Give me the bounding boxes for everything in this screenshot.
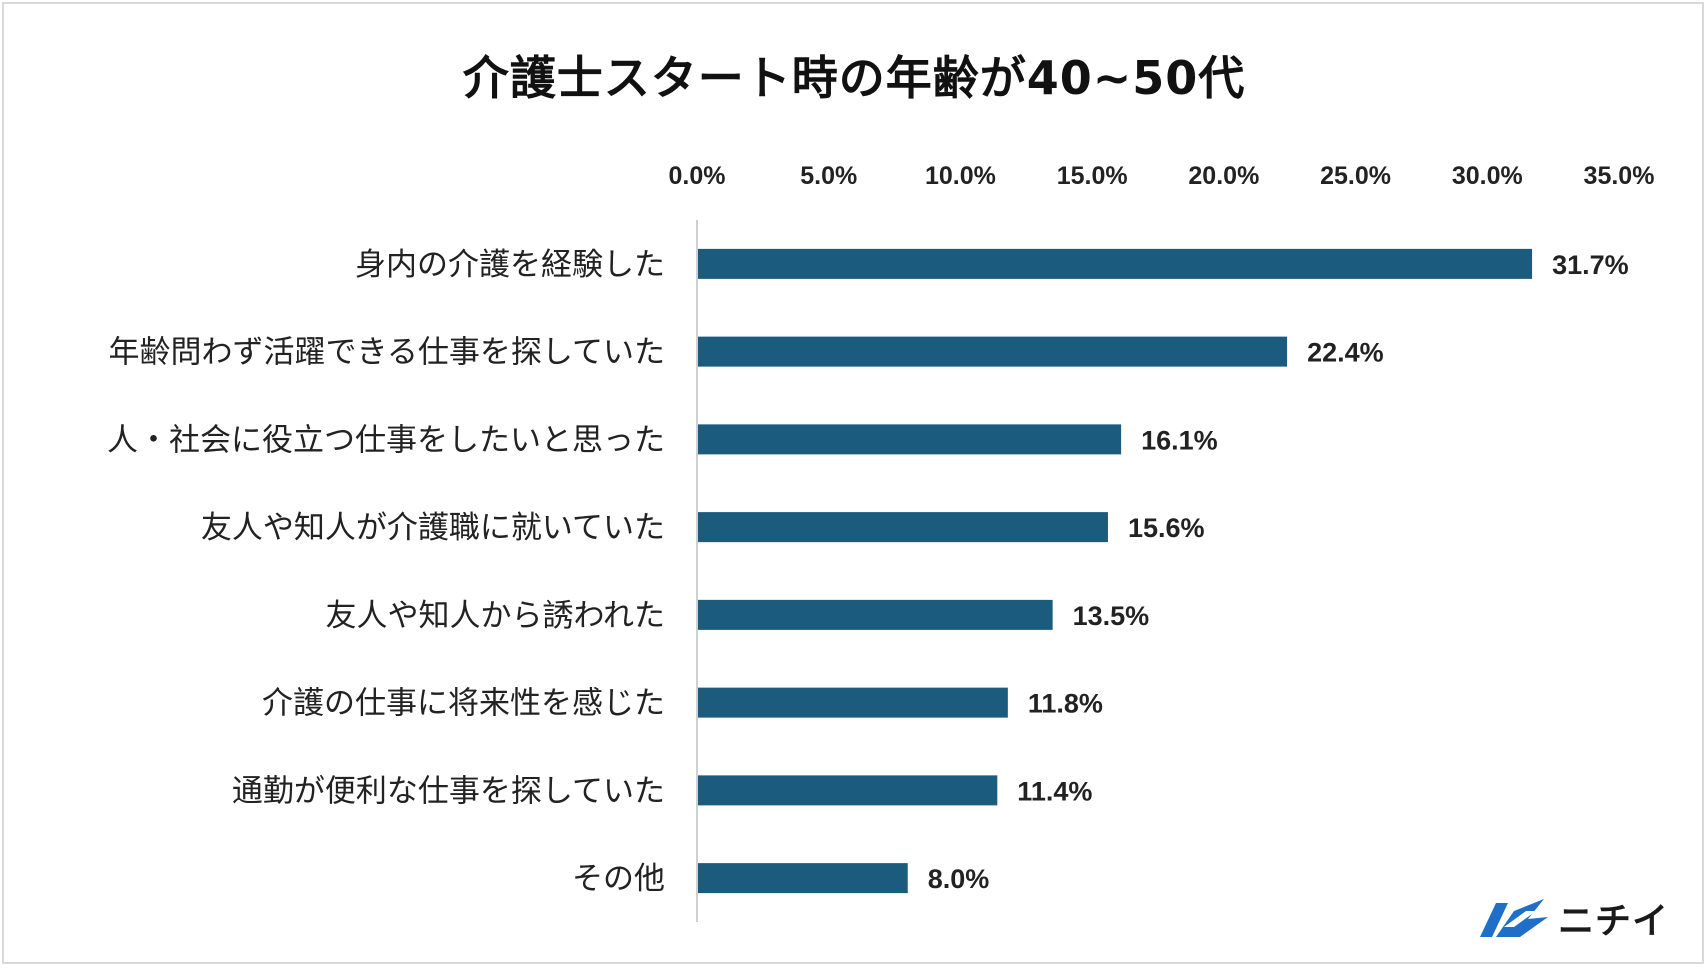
bar xyxy=(697,775,998,806)
category-label: 友人や知人が介護職に就いていた xyxy=(201,510,665,546)
x-tick-label: 25.0% xyxy=(1320,162,1391,190)
category-label: 身内の介護を経験した xyxy=(355,247,665,283)
logo-text: ニチイ xyxy=(1558,901,1670,942)
category-label: 介護の仕事に将来性を感じた xyxy=(262,686,665,722)
value-label: 11.8% xyxy=(1028,689,1103,719)
x-tick-label: 5.0% xyxy=(800,162,857,190)
category-label: 友人や知人から誘われた xyxy=(326,598,665,634)
bar xyxy=(697,424,1122,455)
value-labels: 31.7% 22.4% 16.1% 15.6% 13.5% 11.8% 11.4% 8.0% xyxy=(928,250,1629,894)
bar xyxy=(697,336,1288,367)
value-label: 11.4% xyxy=(1017,776,1092,806)
x-tick-label: 10.0% xyxy=(925,162,996,190)
value-label: 16.1% xyxy=(1141,425,1218,455)
bar xyxy=(697,512,1108,543)
x-tick-label: 20.0% xyxy=(1188,162,1259,190)
category-label: その他 xyxy=(572,861,665,897)
bar xyxy=(697,687,1008,718)
category-label: 年齢問わず活躍できる仕事を探していた xyxy=(109,335,665,371)
company-logo: ニチイ xyxy=(1474,896,1669,942)
bars xyxy=(697,248,1533,894)
category-label: 通勤が便利な仕事を探していた xyxy=(232,773,665,809)
value-label: 13.5% xyxy=(1073,601,1150,631)
x-tick-label: 0.0% xyxy=(669,162,726,190)
x-tick-label: 30.0% xyxy=(1452,162,1523,190)
nichii-logo-mark-icon xyxy=(1480,899,1548,937)
category-labels: 身内の介護を経験した年齢問わず活躍できる仕事を探していた人・社会に役立つ仕事をし… xyxy=(107,247,665,897)
bar xyxy=(697,863,908,894)
value-label: 31.7% xyxy=(1552,250,1629,280)
x-axis-ticks: 0.0% 5.0% 10.0% 15.0% 20.0% 25.0% 30.0% 35.0% xyxy=(669,162,1655,190)
value-label: 15.6% xyxy=(1128,513,1205,543)
x-tick-label: 35.0% xyxy=(1584,162,1655,190)
value-label: 22.4% xyxy=(1307,338,1384,368)
bar xyxy=(697,599,1053,630)
value-label: 8.0% xyxy=(928,864,990,894)
bar xyxy=(697,248,1533,279)
chart-title: 介護士スタート時の年齢が40~50代 xyxy=(462,51,1246,105)
x-tick-label: 15.0% xyxy=(1057,162,1128,190)
category-label: 人・社会に役立つ仕事をしたいと思った xyxy=(107,422,665,458)
